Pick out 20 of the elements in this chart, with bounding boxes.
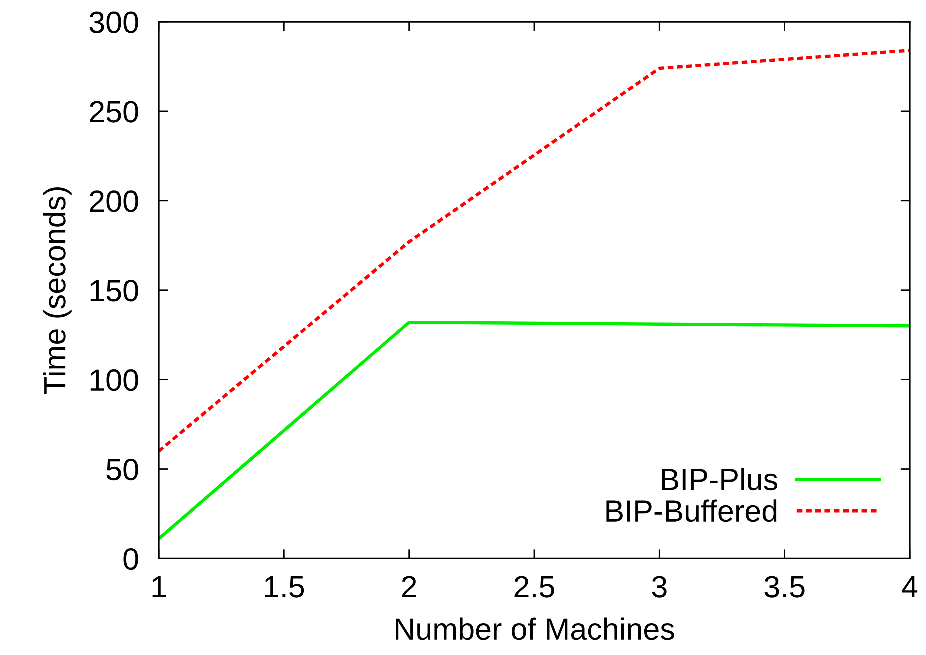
x-tick-label: 3.5 <box>764 576 805 598</box>
y-tick-label: 0 <box>124 548 138 570</box>
line-series <box>158 320 910 541</box>
x-tick-label: 2.5 <box>514 576 554 598</box>
legend-label: BIP-Buffered <box>606 500 777 522</box>
legend-label: BIP-Plus <box>662 468 778 491</box>
y-tick-label: 100 <box>90 370 138 392</box>
y-tick-label: 150 <box>90 280 138 302</box>
x-tick-label: 1 <box>152 576 166 598</box>
x-tick-label: 4 <box>902 576 918 598</box>
y-axis-title: Time (seconds) <box>43 188 72 394</box>
y-tick-label: 200 <box>90 190 138 212</box>
x-tick-label: 1.5 <box>265 576 304 598</box>
x-tick-label: 2 <box>402 576 416 598</box>
y-tick-label: 250 <box>90 101 138 123</box>
x-axis-title: Number of Machines <box>396 618 674 640</box>
y-tick-label: 300 <box>90 12 138 34</box>
x-tick-label: 3 <box>652 576 667 598</box>
y-tick-label: 50 <box>106 459 138 481</box>
line-series <box>158 49 910 453</box>
